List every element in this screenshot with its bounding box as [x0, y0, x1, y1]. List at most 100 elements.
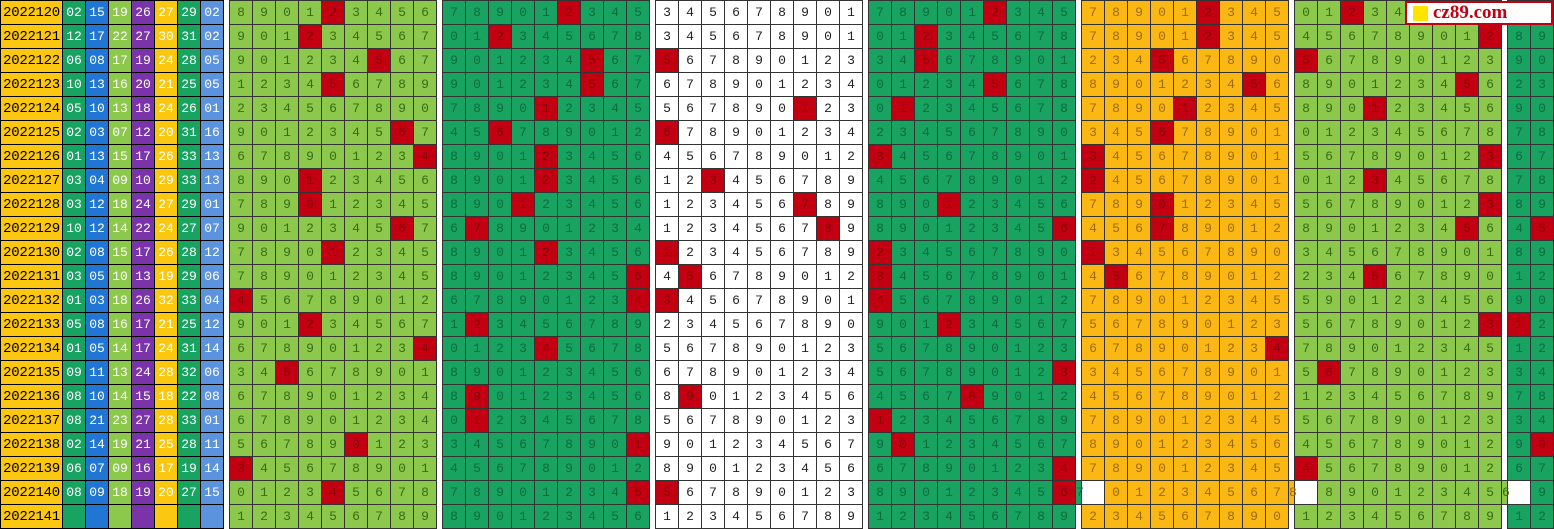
digit-cell: 6 [413, 0, 437, 25]
digit-cell-hit: 2 [534, 168, 558, 193]
group-separator [1288, 96, 1295, 121]
digit-cell: 2 [557, 480, 581, 505]
digit-cell: 8 [488, 288, 512, 313]
digit-cell: 0 [1455, 240, 1479, 265]
digit-cell: 1 [770, 120, 794, 145]
issue-number[interactable]: 2022123 [0, 72, 63, 97]
digit-cell: 1 [511, 240, 535, 265]
digit-cell: 0 [983, 336, 1007, 361]
issue-number[interactable]: 2022129 [0, 216, 63, 241]
digit-cell: 9 [655, 432, 679, 457]
digit-cell: 4 [442, 456, 466, 481]
group-separator [1288, 288, 1295, 313]
group-separator [1288, 144, 1295, 169]
digit-cell: 3 [1265, 312, 1289, 337]
digit-cell: 4 [557, 72, 581, 97]
digit-cell: 8 [442, 360, 466, 385]
group-separator [223, 264, 230, 289]
issue-number[interactable]: 2022120 [0, 0, 63, 25]
issue-number[interactable]: 2022127 [0, 168, 63, 193]
digit-cell: 3 [1173, 480, 1197, 505]
digit-cell: 7 [1127, 312, 1151, 337]
issue-number[interactable]: 2022139 [0, 456, 63, 481]
digit-cell: 0 [1242, 360, 1266, 385]
issue-number[interactable]: 2022134 [0, 336, 63, 361]
digit-cell: 2 [1029, 360, 1053, 385]
ball-number: 02 [62, 432, 86, 457]
ball-number: 21 [131, 432, 155, 457]
digit-cell: 3 [770, 456, 794, 481]
group-separator [862, 192, 869, 217]
ball-number: 06 [62, 48, 86, 73]
group-separator [862, 336, 869, 361]
digit-cell: 5 [603, 504, 627, 529]
issue-number[interactable]: 2022135 [0, 360, 63, 385]
ball-number: 24 [154, 96, 178, 121]
ball-number: 08 [85, 240, 109, 265]
ball-number [62, 504, 86, 529]
digit-cell: 1 [1265, 360, 1289, 385]
digit-cell: 1 [1173, 288, 1197, 313]
issue-number[interactable]: 2022136 [0, 384, 63, 409]
issue-number[interactable]: 2022131 [0, 264, 63, 289]
digit-cell: 9 [1478, 384, 1502, 409]
digit-cell: 0 [1340, 216, 1364, 241]
issue-number[interactable]: 2022124 [0, 96, 63, 121]
ball-number: 14 [85, 432, 109, 457]
digit-cell: 7 [678, 360, 702, 385]
digit-cell: 5 [937, 120, 961, 145]
digit-cell: 3 [511, 24, 535, 49]
ball-number: 17 [154, 456, 178, 481]
group-separator [862, 288, 869, 313]
digit-cell: 2 [252, 72, 276, 97]
digit-cell: 8 [275, 384, 299, 409]
issue-number[interactable]: 2022137 [0, 408, 63, 433]
digit-cell: 9 [1409, 24, 1433, 49]
ball-number: 04 [85, 168, 109, 193]
digit-cell: 4 [603, 0, 627, 25]
digit-cell: 6 [1029, 432, 1053, 457]
digit-cell: 2 [816, 480, 840, 505]
digit-cell: 8 [701, 360, 725, 385]
digit-cell: 6 [1501, 480, 1510, 505]
digit-cell: 5 [747, 192, 771, 217]
digit-cell: 2 [1196, 288, 1220, 313]
digit-cell: 0 [511, 480, 535, 505]
digit-cell: 5 [413, 192, 437, 217]
issue-number[interactable]: 2022133 [0, 312, 63, 337]
issue-number[interactable]: 2022125 [0, 120, 63, 145]
issue-number[interactable]: 2022140 [0, 480, 63, 505]
digit-cell: 3 [1219, 288, 1243, 313]
digit-cell: 2 [816, 48, 840, 73]
digit-cell-hit: 1 [511, 192, 535, 217]
digit-cell: 4 [1127, 240, 1151, 265]
digit-cell: 6 [770, 192, 794, 217]
digit-cell: 8 [442, 264, 466, 289]
ball-number: 05 [200, 72, 224, 97]
group-separator [436, 216, 443, 241]
digit-cell: 2 [1196, 192, 1220, 217]
issue-number[interactable]: 2022132 [0, 288, 63, 313]
digit-cell: 2 [534, 192, 558, 217]
digit-cell: 4 [1219, 432, 1243, 457]
table-row: 2022129 10 12 14 22 24 27 07 9 0 1 2 3 4 5 6 7 6 7 8 9 0 1 2 3 4 1… [0, 216, 1554, 241]
issue-number[interactable]: 2022128 [0, 192, 63, 217]
digit-cell: 7 [701, 336, 725, 361]
issue-number[interactable]: 2022126 [0, 144, 63, 169]
digit-cell: 9 [465, 360, 489, 385]
digit-cell: 8 [1432, 264, 1456, 289]
digit-cell: 6 [626, 144, 650, 169]
digit-cell: 3 [701, 216, 725, 241]
digit-cell: 2 [1507, 72, 1531, 97]
digit-cell: 1 [1363, 216, 1387, 241]
digit-cell: 7 [1340, 48, 1364, 73]
digit-cell: 0 [1150, 0, 1174, 25]
issue-number[interactable]: 2022141 [0, 504, 63, 529]
issue-number[interactable]: 2022130 [0, 240, 63, 265]
issue-number[interactable]: 2022122 [0, 48, 63, 73]
ball-number [85, 504, 109, 529]
group-separator [1075, 264, 1082, 289]
issue-number[interactable]: 2022138 [0, 432, 63, 457]
issue-number[interactable]: 2022121 [0, 24, 63, 49]
digit-cell: 9 [1029, 240, 1053, 265]
